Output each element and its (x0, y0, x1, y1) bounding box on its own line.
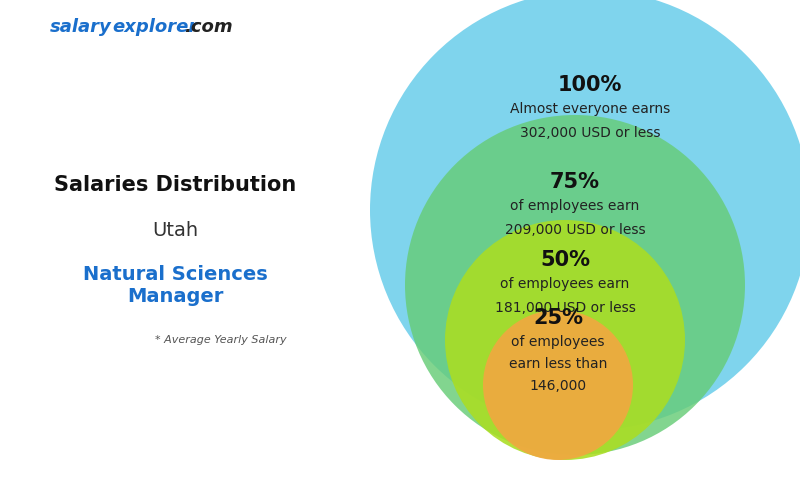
Circle shape (405, 115, 745, 455)
Text: explorer: explorer (112, 18, 198, 36)
Text: * Average Yearly Salary: * Average Yearly Salary (155, 335, 286, 345)
Text: 302,000 USD or less: 302,000 USD or less (520, 126, 660, 140)
Text: 50%: 50% (540, 250, 590, 270)
Text: 209,000 USD or less: 209,000 USD or less (505, 224, 646, 238)
Circle shape (483, 310, 633, 460)
Text: Natural Sciences
Manager: Natural Sciences Manager (82, 264, 267, 305)
Text: salary: salary (50, 18, 112, 36)
Text: Utah: Utah (152, 220, 198, 240)
Text: 146,000: 146,000 (530, 380, 586, 394)
Text: of employees earn: of employees earn (500, 277, 630, 291)
Circle shape (370, 0, 800, 430)
Text: of employees earn: of employees earn (510, 199, 640, 213)
Circle shape (445, 220, 685, 460)
Text: 181,000 USD or less: 181,000 USD or less (494, 301, 635, 315)
Text: 75%: 75% (550, 172, 600, 192)
Text: earn less than: earn less than (509, 358, 607, 372)
Text: .com: .com (184, 18, 233, 36)
Text: 100%: 100% (558, 74, 622, 95)
Text: 25%: 25% (533, 308, 583, 328)
Text: Salaries Distribution: Salaries Distribution (54, 175, 296, 195)
Text: of employees: of employees (511, 336, 605, 349)
Text: Almost everyone earns: Almost everyone earns (510, 102, 670, 116)
